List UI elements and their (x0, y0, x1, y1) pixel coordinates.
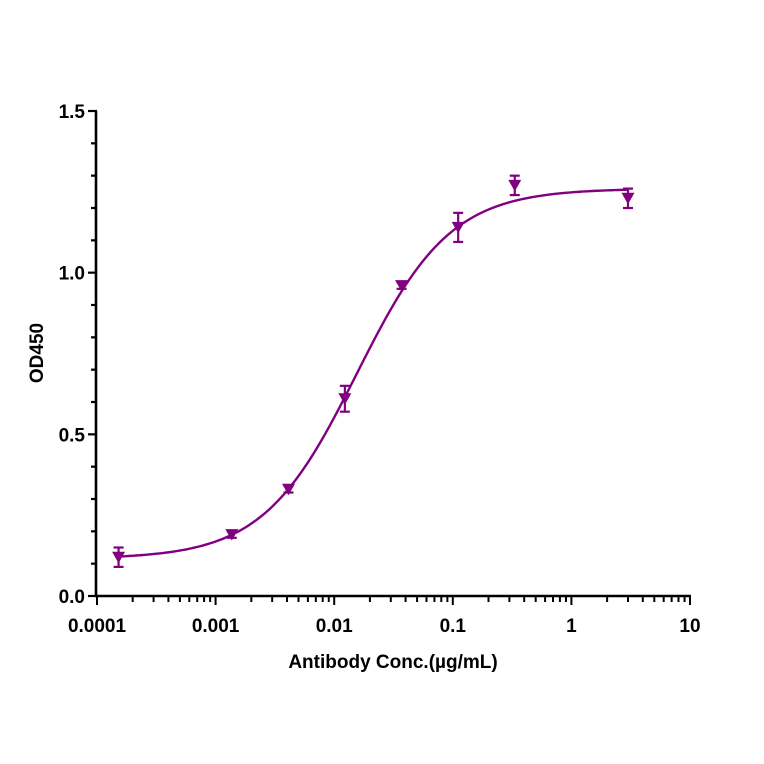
y-tick-label: 1.0 (59, 264, 85, 285)
axes (94, 111, 691, 598)
triangle-down-marker-icon (282, 483, 296, 496)
x-tick-label: 0.1 (440, 616, 467, 637)
y-tick-label: 0.0 (59, 587, 85, 608)
data-point (621, 187, 635, 210)
x-axis-title: Antibody Conc.(µg/mL) (288, 652, 497, 673)
y-axis-title: OD450 (27, 323, 48, 383)
triangle-down-marker-icon (112, 551, 126, 564)
triangle-down-marker-icon (508, 179, 522, 192)
fit-curve (118, 188, 629, 558)
triangle-down-marker-icon (395, 280, 409, 292)
data-point (112, 546, 126, 569)
y-tick-label: 0.5 (59, 425, 86, 446)
x-tick-label: 0.0001 (68, 616, 127, 637)
data-point (338, 384, 352, 413)
data-point (395, 280, 409, 292)
data-point (451, 211, 465, 244)
triangle-down-marker-icon (621, 192, 635, 205)
triangle-down-marker-icon (338, 393, 352, 405)
x-tick-label: 0.001 (192, 616, 240, 637)
data-points (112, 174, 635, 569)
y-tick-label: 1.5 (59, 102, 86, 123)
data-point (508, 174, 522, 197)
triangle-down-marker-icon (451, 221, 465, 234)
y-axis-ticks: 0.0 0.5 1.0 1.5 (59, 102, 97, 608)
data-point (225, 529, 239, 541)
x-tick-label: 0.01 (316, 616, 353, 637)
x-axis-ticks: 0.0001 0.001 0.01 0.1 1 10 (68, 596, 701, 637)
triangle-down-marker-icon (225, 529, 239, 541)
x-tick-label: 1 (566, 616, 577, 637)
data-point (282, 483, 296, 496)
x-tick-label: 10 (679, 616, 700, 637)
